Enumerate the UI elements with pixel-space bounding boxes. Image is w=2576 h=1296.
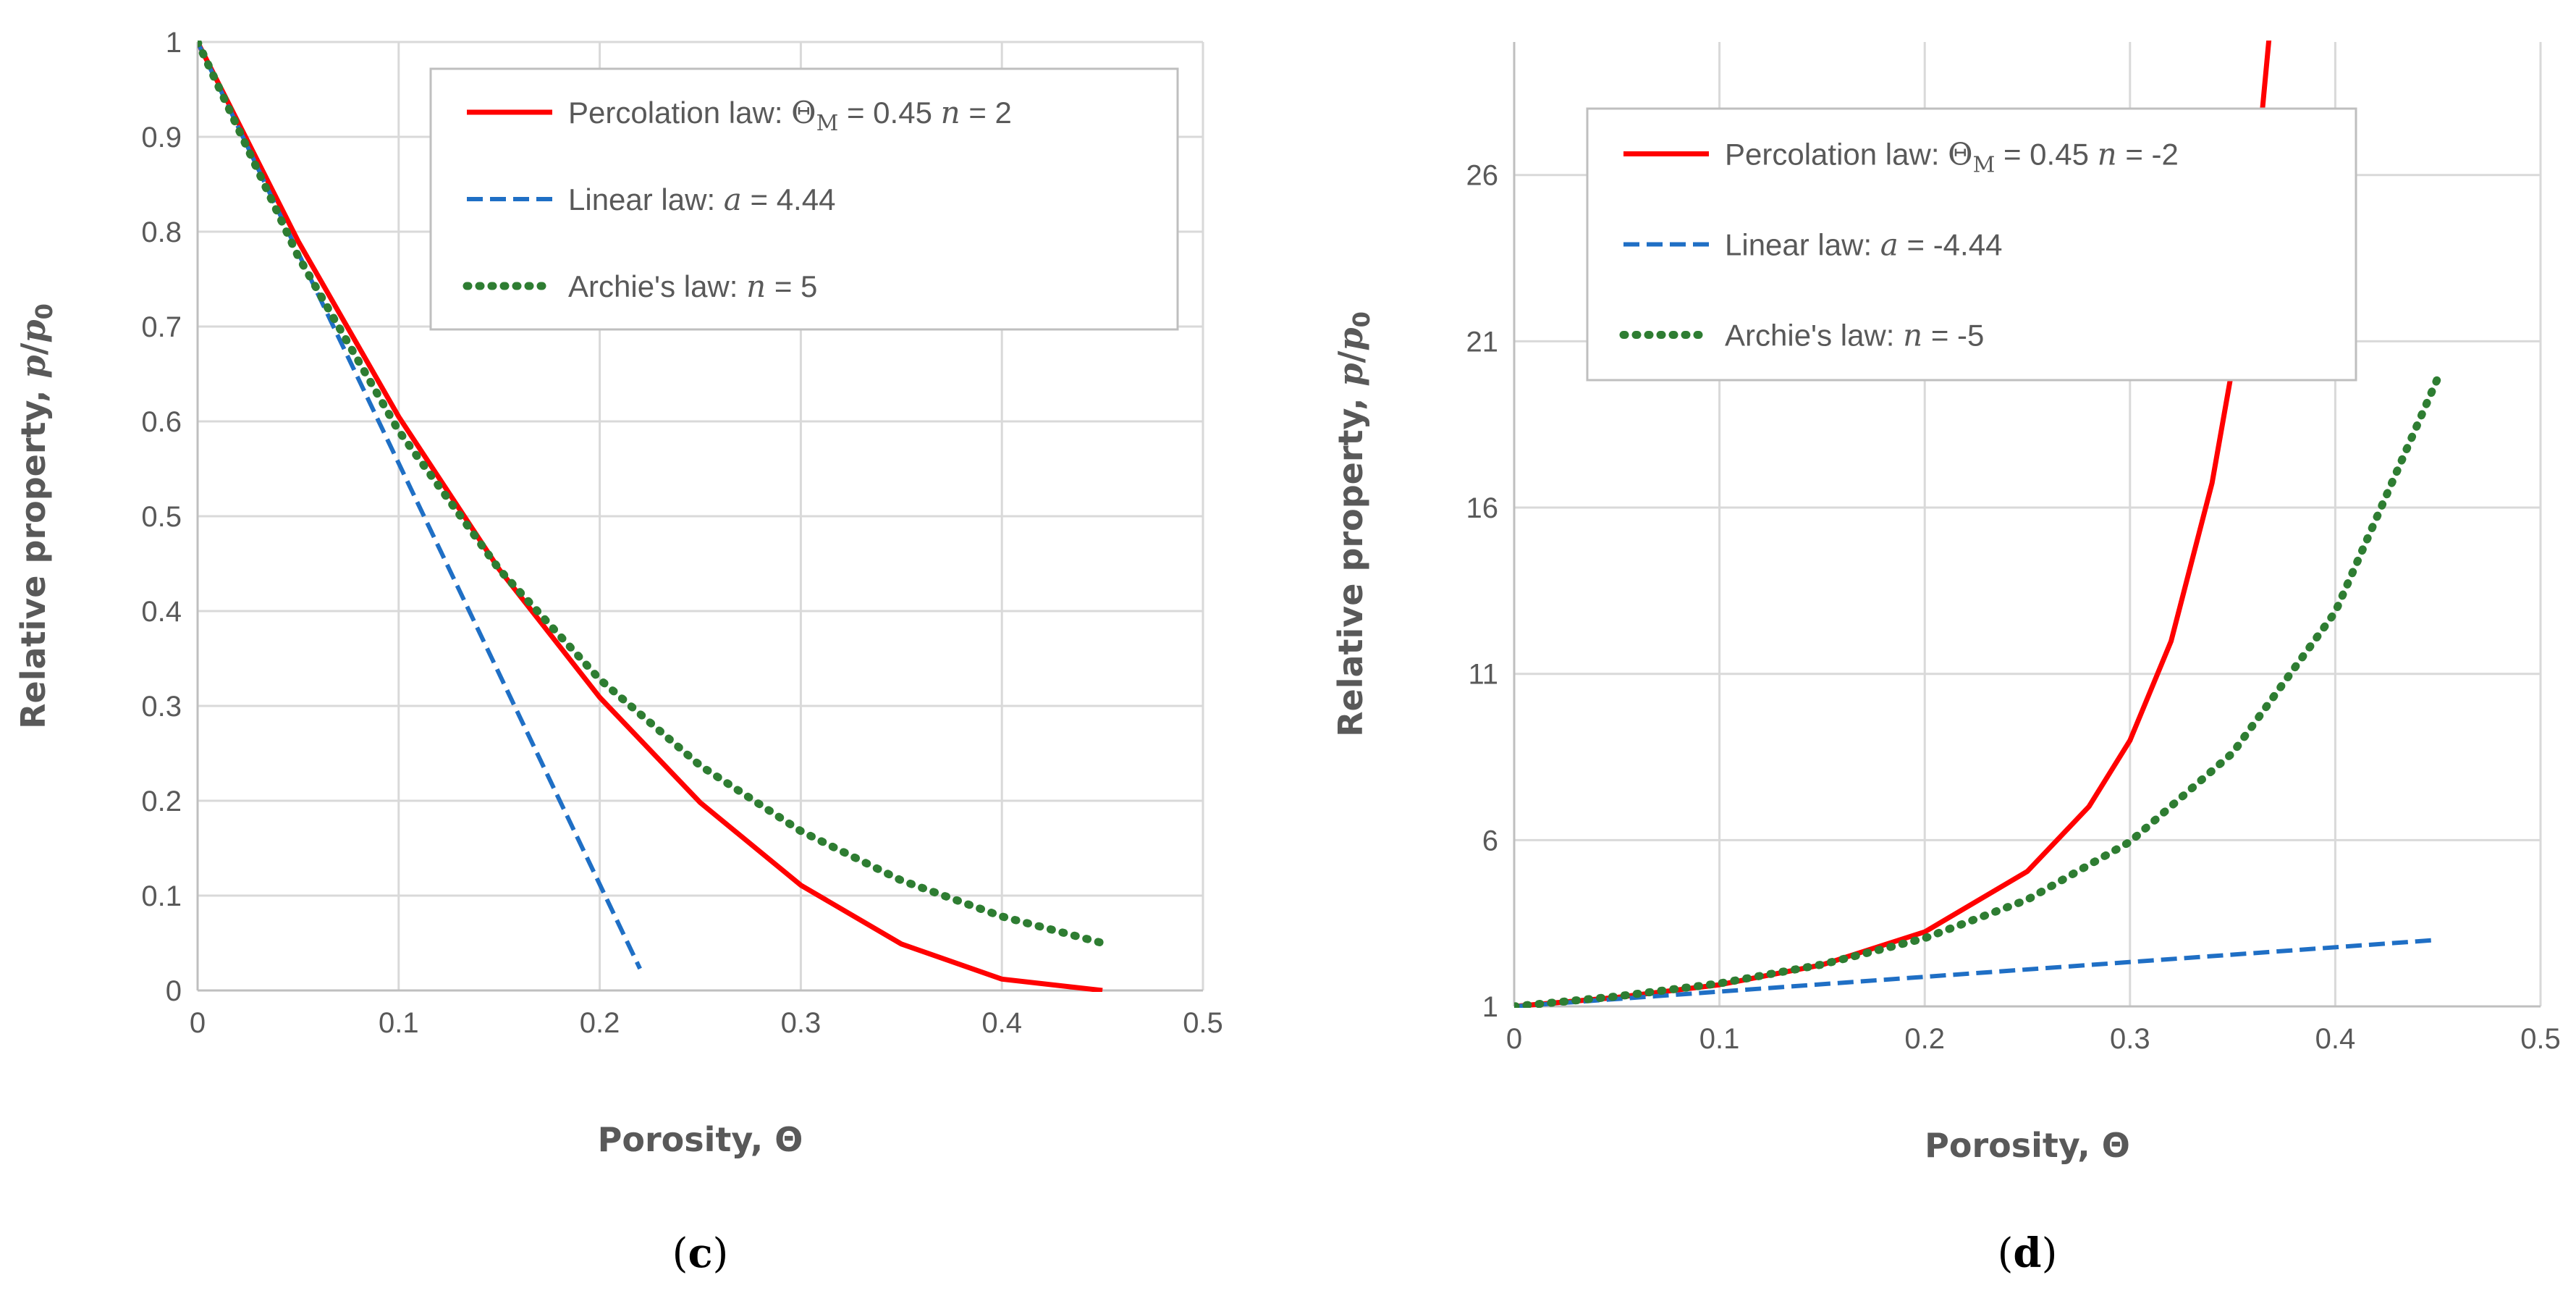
legend-box [429, 67, 1179, 331]
x-tick-label: 0.3 [781, 1007, 822, 1039]
panel-label: (c) [672, 1229, 729, 1277]
legend: Percolation law: ΘM = 0.45 n = 2 Linear l… [429, 67, 1179, 331]
y-tick-label: 0.7 [141, 311, 182, 343]
panel-label: (d) [1998, 1229, 2058, 1277]
y-tick-label: 0.6 [141, 406, 182, 438]
x-tick-label: 0 [1506, 1023, 1522, 1055]
legend-entry: Archie's law: n = -5 [1725, 318, 1984, 353]
y-tick-label: 1 [1482, 991, 1498, 1023]
series-line-dashed [1514, 938, 2438, 1008]
legend-entry: Linear law: a = -4.44 [1725, 227, 2002, 263]
y-tick-label: 0.2 [141, 786, 182, 817]
y-tick-label: 0.5 [141, 501, 182, 533]
x-tick-label: 0.4 [2315, 1023, 2356, 1055]
series-line-solid [198, 41, 1103, 992]
x-axis-title: Porosity, Θ [1925, 1126, 2130, 1165]
legend-entry: Linear law: a = 4.44 [568, 182, 835, 217]
legend: Percolation law: ΘM = 0.45 n = -2 Linear … [1586, 107, 2357, 382]
x-tick-label: 0.2 [580, 1007, 620, 1039]
y-axis-title: Relative property, p/p0 [14, 303, 58, 729]
y-tick-label: 16 [1466, 492, 1499, 524]
x-axis-title: Porosity, Θ [598, 1120, 803, 1159]
chart-panel-c: 0 0.1 0.2 0.3 0.4 0.5 0 0.1 0.2 0.3 0.4 0.5 0.6 0.7 0.… [14, 27, 1223, 1277]
y-tick-label: 0.1 [141, 880, 182, 912]
y-tick-label: 0.8 [141, 216, 182, 248]
series-line-dotted [1514, 374, 2442, 1008]
y-tick-label: 0.4 [141, 596, 182, 628]
legend-box [1586, 107, 2357, 382]
y-tick-label: 0.3 [141, 691, 182, 723]
series-group [198, 41, 1107, 992]
legend-entry: Percolation law: ΘM = 0.45 n = 2 [568, 95, 1012, 136]
y-tick-label: 0.9 [141, 122, 182, 153]
y-axis-title: Relative property, p/p0 [1331, 311, 1375, 737]
y-tick-label: 26 [1466, 160, 1499, 192]
x-tick-label: 0.5 [1183, 1007, 1223, 1039]
legend-entry: Percolation law: ΘM = 0.45 n = -2 [1725, 137, 2179, 178]
x-tick-label: 0.4 [981, 1007, 1022, 1039]
legend-entry: Archie's law: n = 5 [568, 269, 817, 304]
x-tick-label: 0.1 [379, 1007, 419, 1039]
y-tick-label: 0 [166, 975, 182, 1007]
x-tick-label: 0 [190, 1007, 206, 1039]
x-tick-label: 0.1 [1699, 1023, 1740, 1055]
y-tick-label: 1 [166, 27, 182, 59]
y-tick-label: 6 [1482, 825, 1498, 857]
y-tick-label: 21 [1466, 326, 1499, 358]
x-tick-label: 0.5 [2520, 1023, 2561, 1055]
y-tick-label: 11 [1468, 659, 1498, 691]
x-tick-label: 0.3 [2110, 1023, 2150, 1055]
x-tick-label: 0.2 [1904, 1023, 1945, 1055]
series-line-dotted [198, 41, 1107, 947]
